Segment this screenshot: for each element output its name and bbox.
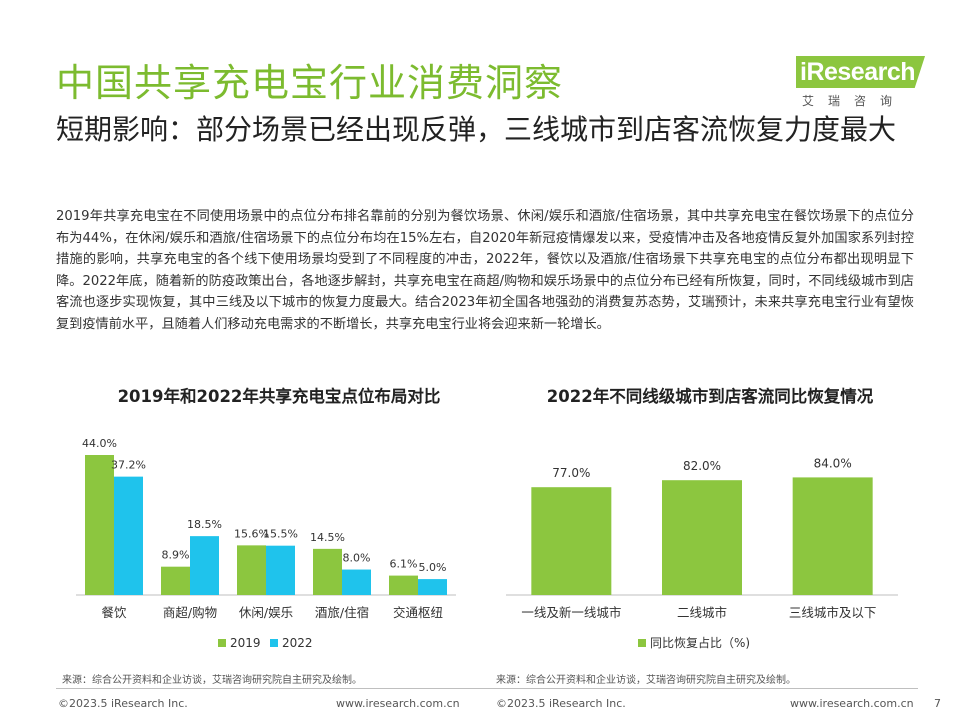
data-label-2019-2: 15.6% bbox=[234, 527, 269, 540]
data-label-recovery-1: 82.0% bbox=[683, 459, 721, 473]
left-chart-source: 来源：综合公开资料和企业访谈，艾瑞咨询研究院自主研究及绘制。 bbox=[62, 675, 362, 686]
footer-url-right[interactable]: www.iresearch.com.cn bbox=[790, 697, 914, 710]
legend-swatch-2019 bbox=[218, 639, 226, 647]
footer-url-left[interactable]: www.iresearch.com.cn bbox=[336, 697, 460, 710]
data-label-2022-4: 5.0% bbox=[419, 561, 447, 574]
page-subtitle: 短期影响：部分场景已经出现反弹，三线城市到店客流恢复力度最大 bbox=[56, 113, 897, 146]
data-label-recovery-2: 84.0% bbox=[814, 456, 852, 470]
legend-swatch-2022 bbox=[270, 639, 278, 647]
left-chart-title: 2019年和2022年共享充电宝点位布局对比 bbox=[117, 387, 441, 406]
bar-2019-3 bbox=[313, 548, 342, 595]
data-label-2022-1: 18.5% bbox=[187, 518, 222, 531]
bar-recovery-2 bbox=[792, 477, 873, 595]
footer-copyright-left: ©2023.5 iResearch Inc. bbox=[58, 697, 188, 710]
legend-swatch-recovery bbox=[638, 639, 646, 647]
bar-2022-4 bbox=[418, 579, 447, 595]
body-paragraph: 2019年共享充电宝在不同使用场景中的点位分布排名靠前的分别为餐饮场景、休闲/娱… bbox=[56, 209, 914, 332]
bar-2022-1 bbox=[190, 536, 219, 595]
bar-2019-4 bbox=[389, 575, 418, 595]
x-tick-label-right-0: 一线及新一线城市 bbox=[521, 605, 621, 620]
legend-label-2019: 2019 bbox=[230, 636, 261, 650]
right-chart-title: 2022年不同线级城市到店客流同比恢复情况 bbox=[546, 387, 874, 406]
footer-divider bbox=[56, 688, 918, 689]
data-label-2019-4: 6.1% bbox=[390, 558, 418, 571]
data-label-recovery-0: 77.0% bbox=[552, 466, 590, 480]
right-chart-source: 来源：综合公开资料和企业访谈，艾瑞咨询研究院自主研究及绘制。 bbox=[496, 675, 796, 686]
x-tick-label-1: 商超/购物 bbox=[163, 605, 217, 620]
page-number: 7 bbox=[934, 697, 941, 710]
x-tick-label-0: 餐饮 bbox=[101, 605, 127, 620]
page-title: 中国共享充电宝行业消费洞察 bbox=[56, 61, 564, 105]
bar-recovery-1 bbox=[662, 480, 742, 595]
x-tick-label-3: 酒旅/住宿 bbox=[315, 605, 369, 620]
logo-wordmark: iResearch bbox=[796, 56, 926, 88]
bar-2022-0 bbox=[114, 476, 143, 595]
logo-subtitle: 艾瑞咨询 bbox=[802, 94, 907, 108]
data-label-2019-1: 8.9% bbox=[162, 549, 190, 562]
bar-2019-1 bbox=[161, 566, 190, 595]
bar-2022-2 bbox=[266, 545, 295, 595]
x-tick-label-2: 休闲/娱乐 bbox=[239, 605, 293, 620]
x-tick-label-right-2: 三线城市及以下 bbox=[789, 605, 877, 620]
iresearch-logo: iResearch 艾瑞咨询 bbox=[796, 50, 926, 110]
data-label-2019-3: 14.5% bbox=[310, 531, 345, 544]
data-label-2022-0: 37.2% bbox=[111, 459, 146, 472]
footer-copyright-right: ©2023.5 iResearch Inc. bbox=[496, 697, 626, 710]
x-tick-label-4: 交通枢纽 bbox=[393, 605, 443, 620]
data-label-2019-0: 44.0% bbox=[82, 437, 117, 450]
bar-2019-0 bbox=[85, 455, 114, 595]
legend-label-recovery: 同比恢复占比（%) bbox=[650, 635, 750, 650]
bar-recovery-0 bbox=[531, 487, 612, 595]
data-label-2022-3: 8.0% bbox=[343, 552, 371, 565]
bar-2022-3 bbox=[342, 569, 371, 595]
data-label-2022-2: 15.5% bbox=[263, 528, 298, 541]
legend-label-2022: 2022 bbox=[282, 636, 313, 650]
bar-2019-2 bbox=[237, 545, 266, 595]
x-tick-label-right-1: 二线城市 bbox=[677, 605, 727, 620]
